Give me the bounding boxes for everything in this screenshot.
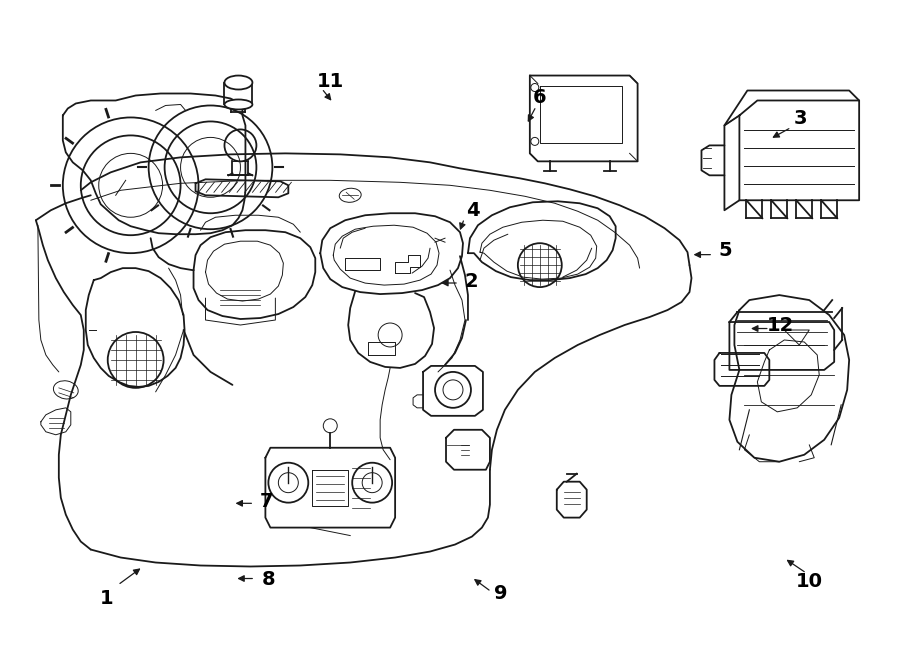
- Text: 2: 2: [464, 272, 479, 291]
- Text: 8: 8: [262, 570, 275, 590]
- Text: 12: 12: [767, 317, 794, 335]
- Text: 6: 6: [533, 88, 546, 107]
- Text: 4: 4: [466, 201, 481, 220]
- Text: 1: 1: [100, 590, 113, 609]
- Ellipse shape: [224, 75, 252, 89]
- Text: 9: 9: [493, 584, 507, 603]
- Text: 7: 7: [260, 492, 274, 512]
- Text: 5: 5: [719, 241, 733, 260]
- Text: 11: 11: [317, 71, 344, 91]
- Text: 3: 3: [794, 108, 807, 128]
- Ellipse shape: [224, 100, 252, 110]
- Text: 10: 10: [796, 572, 823, 591]
